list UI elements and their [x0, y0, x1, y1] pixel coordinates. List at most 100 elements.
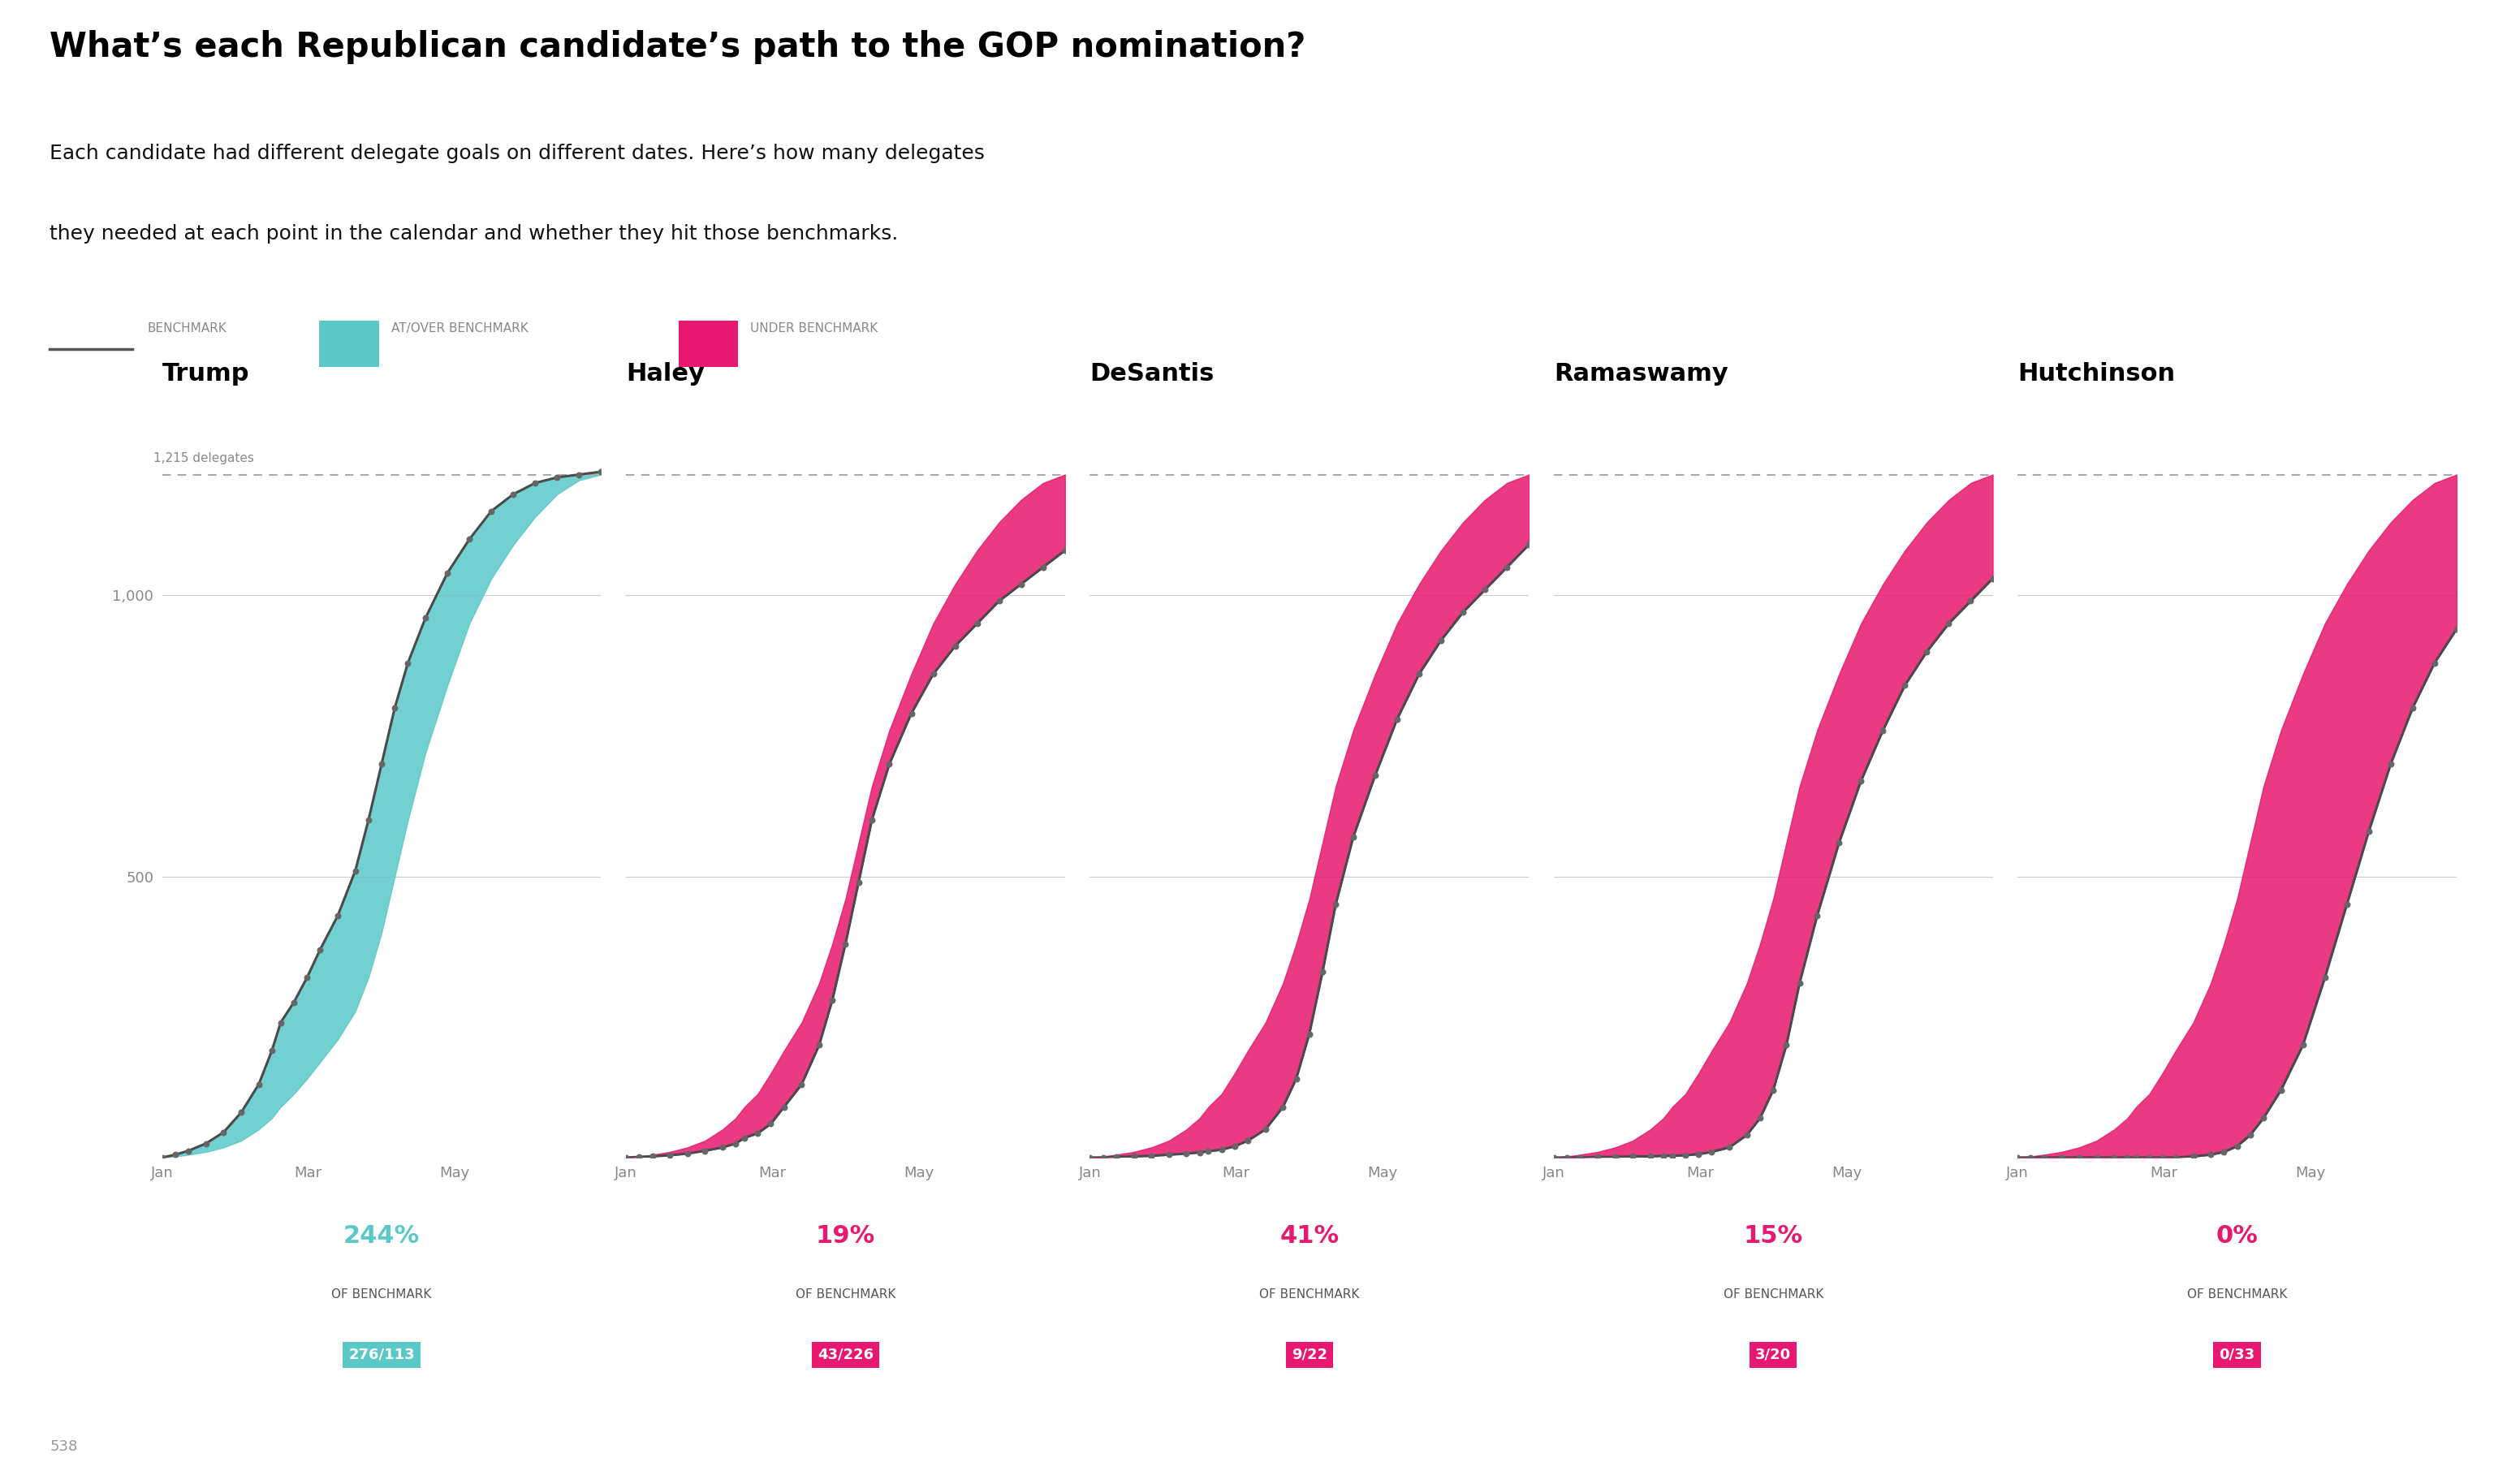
Point: [349, 809, 389, 833]
Point: [1070, 1146, 1110, 1169]
Point: [668, 1141, 708, 1165]
Point: [870, 752, 910, 776]
Text: 19%: 19%: [816, 1224, 875, 1248]
Point: [317, 904, 357, 928]
Point: [913, 662, 953, 686]
Point: [2010, 1146, 2050, 1169]
Point: [2095, 1146, 2135, 1169]
Point: [1579, 1146, 1619, 1169]
Point: [1277, 1067, 1317, 1091]
Point: [2130, 1146, 2170, 1169]
Point: [1631, 1144, 1671, 1168]
Point: [2372, 752, 2412, 776]
Point: [853, 809, 893, 833]
Point: [1399, 662, 1439, 686]
Point: [274, 990, 314, 1014]
Point: [1841, 769, 1880, 792]
Point: [362, 752, 402, 776]
Point: [142, 1146, 182, 1169]
Point: [1317, 893, 1357, 917]
Point: [838, 870, 878, 893]
Point: [222, 1101, 262, 1125]
Point: [1245, 1117, 1284, 1141]
Point: [1289, 1022, 1329, 1046]
Point: [1691, 1140, 1731, 1163]
Point: [205, 1120, 244, 1144]
Point: [1561, 1146, 1601, 1169]
Point: [1534, 1146, 1574, 1169]
Text: 15%: 15%: [1743, 1224, 1803, 1248]
Point: [187, 1132, 227, 1156]
Point: [2392, 696, 2432, 720]
Text: Ramaswamy: Ramaswamy: [1554, 362, 1728, 386]
Point: [751, 1112, 791, 1135]
Point: [2437, 617, 2477, 641]
Point: [1644, 1144, 1683, 1168]
Point: [686, 1138, 726, 1162]
Point: [1509, 533, 1549, 556]
Point: [1202, 1138, 1242, 1162]
Point: [1928, 611, 1968, 635]
Point: [1654, 1144, 1693, 1168]
Point: [813, 988, 853, 1012]
Point: [1885, 674, 1925, 697]
Point: [1097, 1146, 1137, 1169]
Bar: [678, 321, 738, 367]
Point: [1334, 825, 1374, 849]
Point: [1753, 1079, 1793, 1103]
Point: [703, 1135, 743, 1159]
Point: [1132, 1144, 1172, 1168]
Text: 9/22: 9/22: [1292, 1347, 1327, 1362]
Text: Haley: Haley: [626, 362, 706, 386]
Point: [1666, 1143, 1706, 1166]
Text: DeSantis: DeSantis: [1090, 362, 1215, 386]
Point: [536, 466, 576, 490]
Point: [1444, 601, 1484, 625]
Text: OF BENCHMARK: OF BENCHMARK: [2187, 1288, 2287, 1300]
Point: [781, 1073, 821, 1097]
Text: AT/OVER BENCHMARK: AT/OVER BENCHMARK: [392, 322, 529, 335]
Point: [1045, 539, 1085, 562]
Point: [389, 651, 429, 675]
Point: [2217, 1134, 2257, 1158]
Point: [1215, 1134, 1254, 1158]
Point: [1354, 763, 1394, 787]
Point: [1863, 718, 1903, 742]
Point: [2142, 1146, 2182, 1169]
Text: they needed at each point in the calendar and whether they hit those benchmarks.: they needed at each point in the calenda…: [50, 224, 898, 243]
Point: [2025, 1146, 2065, 1169]
Point: [1950, 589, 1990, 613]
Point: [619, 1146, 658, 1169]
Text: Hutchinson: Hutchinson: [2018, 362, 2175, 386]
Point: [170, 1138, 209, 1162]
Point: [494, 482, 534, 506]
Point: [287, 966, 327, 990]
Point: [1798, 904, 1838, 928]
Point: [1678, 1143, 1718, 1166]
Point: [2117, 1146, 2157, 1169]
Point: [633, 1144, 673, 1168]
Text: 3/20: 3/20: [1756, 1347, 1791, 1362]
Text: 276/113: 276/113: [349, 1347, 414, 1362]
Point: [1150, 1143, 1190, 1166]
Point: [826, 932, 865, 956]
Point: [374, 696, 414, 720]
Point: [239, 1073, 279, 1097]
Point: [935, 634, 975, 657]
Point: [1262, 1095, 1302, 1119]
Point: [2078, 1146, 2117, 1169]
Point: [1302, 960, 1342, 984]
Point: [1486, 555, 1526, 579]
Text: OF BENCHMARK: OF BENCHMARK: [332, 1288, 431, 1300]
Point: [581, 460, 621, 484]
Point: [1000, 573, 1040, 597]
Text: 0%: 0%: [2217, 1224, 2257, 1248]
Point: [516, 470, 556, 494]
Point: [2107, 1146, 2147, 1169]
Point: [2043, 1146, 2082, 1169]
Point: [1082, 1146, 1122, 1169]
Point: [2190, 1143, 2230, 1166]
Point: [2205, 1140, 2245, 1163]
Point: [763, 1095, 803, 1119]
Point: [1708, 1135, 1748, 1159]
